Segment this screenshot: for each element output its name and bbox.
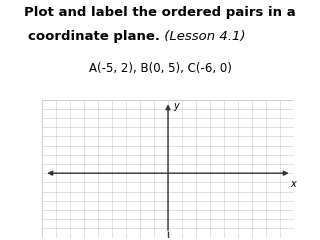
- Text: x: x: [290, 179, 296, 189]
- Text: y: y: [173, 101, 179, 111]
- Text: (Lesson 4.1): (Lesson 4.1): [160, 30, 245, 43]
- Text: Plot and label the ordered pairs in a: Plot and label the ordered pairs in a: [24, 6, 296, 19]
- Text: coordinate plane.: coordinate plane.: [28, 30, 160, 43]
- Text: A(-5, 2), B(0, 5), C(-6, 0): A(-5, 2), B(0, 5), C(-6, 0): [89, 62, 231, 75]
